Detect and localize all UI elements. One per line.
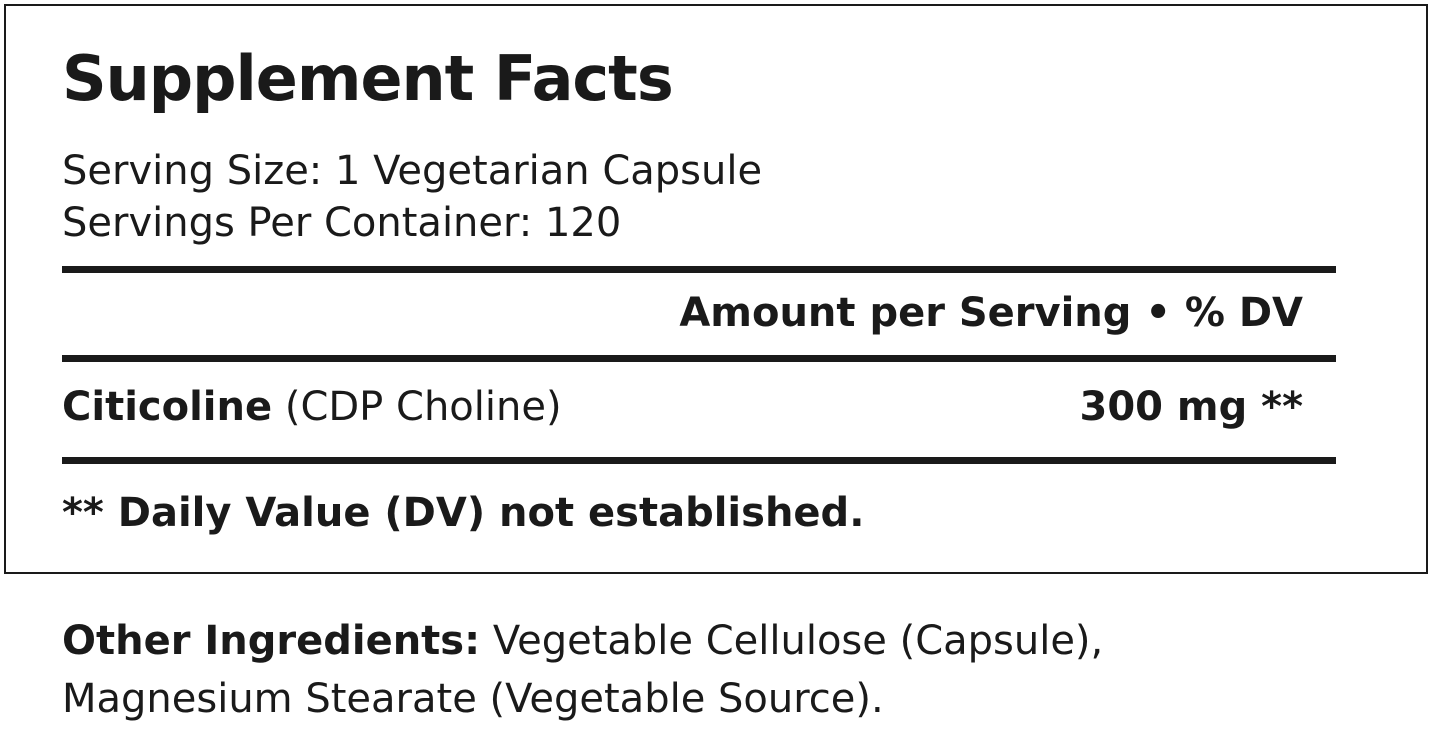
ingredient-amount: 300 mg **: [1079, 384, 1304, 430]
other-ingredients-line2: Magnesium Stearate (Vegetable Source).: [62, 676, 884, 722]
servings-per-container: Servings Per Container: 120: [62, 200, 622, 246]
other-ingredients-label: Other Ingredients:: [62, 618, 481, 664]
divider: [62, 266, 1336, 273]
ingredient-detail: (CDP Choline): [272, 384, 562, 430]
column-header: Amount per Serving • % DV: [679, 290, 1303, 336]
divider: [62, 457, 1336, 464]
panel-title: Supplement Facts: [62, 42, 674, 115]
ingredient-row: Citicoline (CDP Choline): [62, 384, 562, 430]
serving-size: Serving Size: 1 Vegetarian Capsule: [62, 148, 763, 194]
other-ingredients-line1: Vegetable Cellulose (Capsule),: [480, 618, 1104, 664]
other-ingredients: Other Ingredients: Vegetable Cellulose (…: [62, 618, 1103, 664]
supplement-facts-panel: [4, 4, 1428, 574]
ingredient-name: Citicoline: [62, 384, 273, 430]
footnote: ** Daily Value (DV) not established.: [62, 490, 865, 536]
divider: [62, 355, 1336, 362]
